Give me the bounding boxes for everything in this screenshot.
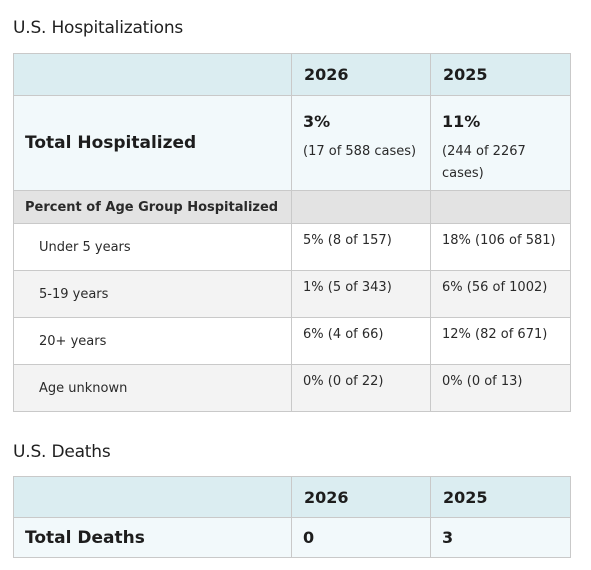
- age-group-header-empty: [430, 190, 571, 224]
- total-pct-2026: 3%: [303, 112, 331, 131]
- deaths-table: 2026 2025 Total Deaths 0 3: [13, 476, 571, 558]
- total-hospitalized-2026: 3% (17 of 588 cases): [291, 95, 431, 191]
- total-detail-2025: (244 of 2267 cases): [442, 144, 526, 181]
- total-deaths-row: Total Deaths 0 3: [13, 517, 571, 558]
- age-group-header: Percent of Age Group Hospitalized: [13, 190, 292, 224]
- table-row: Age unknown 0% (0 of 22) 0% (0 of 13): [13, 364, 571, 412]
- header-year-2025: 2025: [430, 53, 571, 96]
- header-empty-cell: [13, 476, 292, 518]
- table-header-row: 2026 2025: [13, 476, 571, 518]
- table-header-row: 2026 2025: [13, 53, 571, 96]
- age-label: 20+ years: [13, 317, 292, 365]
- header-year-2026: 2026: [291, 476, 431, 518]
- total-pct-2025: 11%: [442, 112, 481, 131]
- header-year-2025: 2025: [430, 476, 571, 518]
- age-value-2026: 5% (8 of 157): [291, 223, 431, 271]
- age-value-2026: 6% (4 of 66): [291, 317, 431, 365]
- header-year-2026: 2026: [291, 53, 431, 96]
- header-empty-cell: [13, 53, 292, 96]
- total-detail-2026: (17 of 588 cases): [303, 144, 417, 159]
- table-row: 20+ years 6% (4 of 66) 12% (82 of 671): [13, 317, 571, 365]
- age-group-header-row: Percent of Age Group Hospitalized: [13, 190, 571, 224]
- age-value-2026: 0% (0 of 22): [291, 364, 431, 412]
- age-value-2026: 1% (5 of 343): [291, 270, 431, 318]
- hospitalizations-title: U.S. Hospitalizations: [13, 18, 184, 38]
- hospitalizations-table: 2026 2025 Total Hospitalized 3% (17 of 5…: [13, 53, 571, 412]
- age-value-2025: 0% (0 of 13): [430, 364, 571, 412]
- total-hospitalized-label: Total Hospitalized: [13, 95, 292, 191]
- total-deaths-2026: 0: [291, 517, 431, 558]
- age-label: 5-19 years: [13, 270, 292, 318]
- total-hospitalized-row: Total Hospitalized 3% (17 of 588 cases) …: [13, 95, 571, 191]
- age-value-2025: 18% (106 of 581): [430, 223, 571, 271]
- total-deaths-label: Total Deaths: [13, 517, 292, 558]
- table-row: 5-19 years 1% (5 of 343) 6% (56 of 1002): [13, 270, 571, 318]
- total-deaths-2025: 3: [430, 517, 571, 558]
- total-hospitalized-2025: 11% (244 of 2267 cases): [430, 95, 571, 191]
- age-value-2025: 6% (56 of 1002): [430, 270, 571, 318]
- table-row: Under 5 years 5% (8 of 157) 18% (106 of …: [13, 223, 571, 271]
- age-label: Under 5 years: [13, 223, 292, 271]
- age-group-header-empty: [291, 190, 431, 224]
- age-value-2025: 12% (82 of 671): [430, 317, 571, 365]
- age-label: Age unknown: [13, 364, 292, 412]
- deaths-title: U.S. Deaths: [13, 442, 111, 462]
